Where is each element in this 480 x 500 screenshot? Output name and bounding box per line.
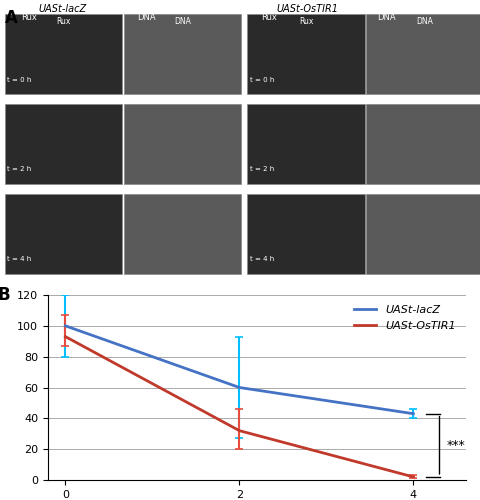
Text: t = 4 h: t = 4 h [250, 256, 274, 262]
Text: DNA: DNA [417, 16, 433, 26]
FancyBboxPatch shape [124, 194, 241, 274]
Text: t = 0 h: t = 0 h [250, 76, 274, 82]
FancyBboxPatch shape [366, 14, 480, 94]
FancyBboxPatch shape [5, 14, 122, 94]
Text: t = 2 h: t = 2 h [7, 166, 32, 172]
Text: B: B [0, 286, 11, 304]
Text: A: A [5, 8, 18, 26]
Text: t = 4 h: t = 4 h [7, 256, 32, 262]
Text: Rux: Rux [21, 13, 37, 22]
Text: Rux: Rux [57, 16, 71, 26]
Text: UASt-lacZ: UASt-lacZ [38, 4, 86, 15]
FancyBboxPatch shape [124, 104, 241, 184]
Text: t = 0 h: t = 0 h [7, 76, 32, 82]
Text: DNA: DNA [377, 13, 396, 22]
FancyBboxPatch shape [124, 14, 241, 94]
FancyBboxPatch shape [247, 14, 365, 94]
Text: UASt-OsTIR1: UASt-OsTIR1 [276, 4, 338, 15]
FancyBboxPatch shape [247, 104, 365, 184]
FancyBboxPatch shape [366, 104, 480, 184]
Text: DNA: DNA [174, 16, 191, 26]
Text: DNA: DNA [137, 13, 156, 22]
Text: t = 2 h: t = 2 h [250, 166, 274, 172]
FancyBboxPatch shape [366, 194, 480, 274]
Legend: UASt-lacZ, UASt-OsTIR1: UASt-lacZ, UASt-OsTIR1 [349, 300, 460, 335]
Text: ***: *** [446, 439, 465, 452]
FancyBboxPatch shape [247, 194, 365, 274]
FancyBboxPatch shape [5, 194, 122, 274]
Text: Rux: Rux [299, 16, 313, 26]
Text: Rux: Rux [261, 13, 277, 22]
FancyBboxPatch shape [5, 104, 122, 184]
